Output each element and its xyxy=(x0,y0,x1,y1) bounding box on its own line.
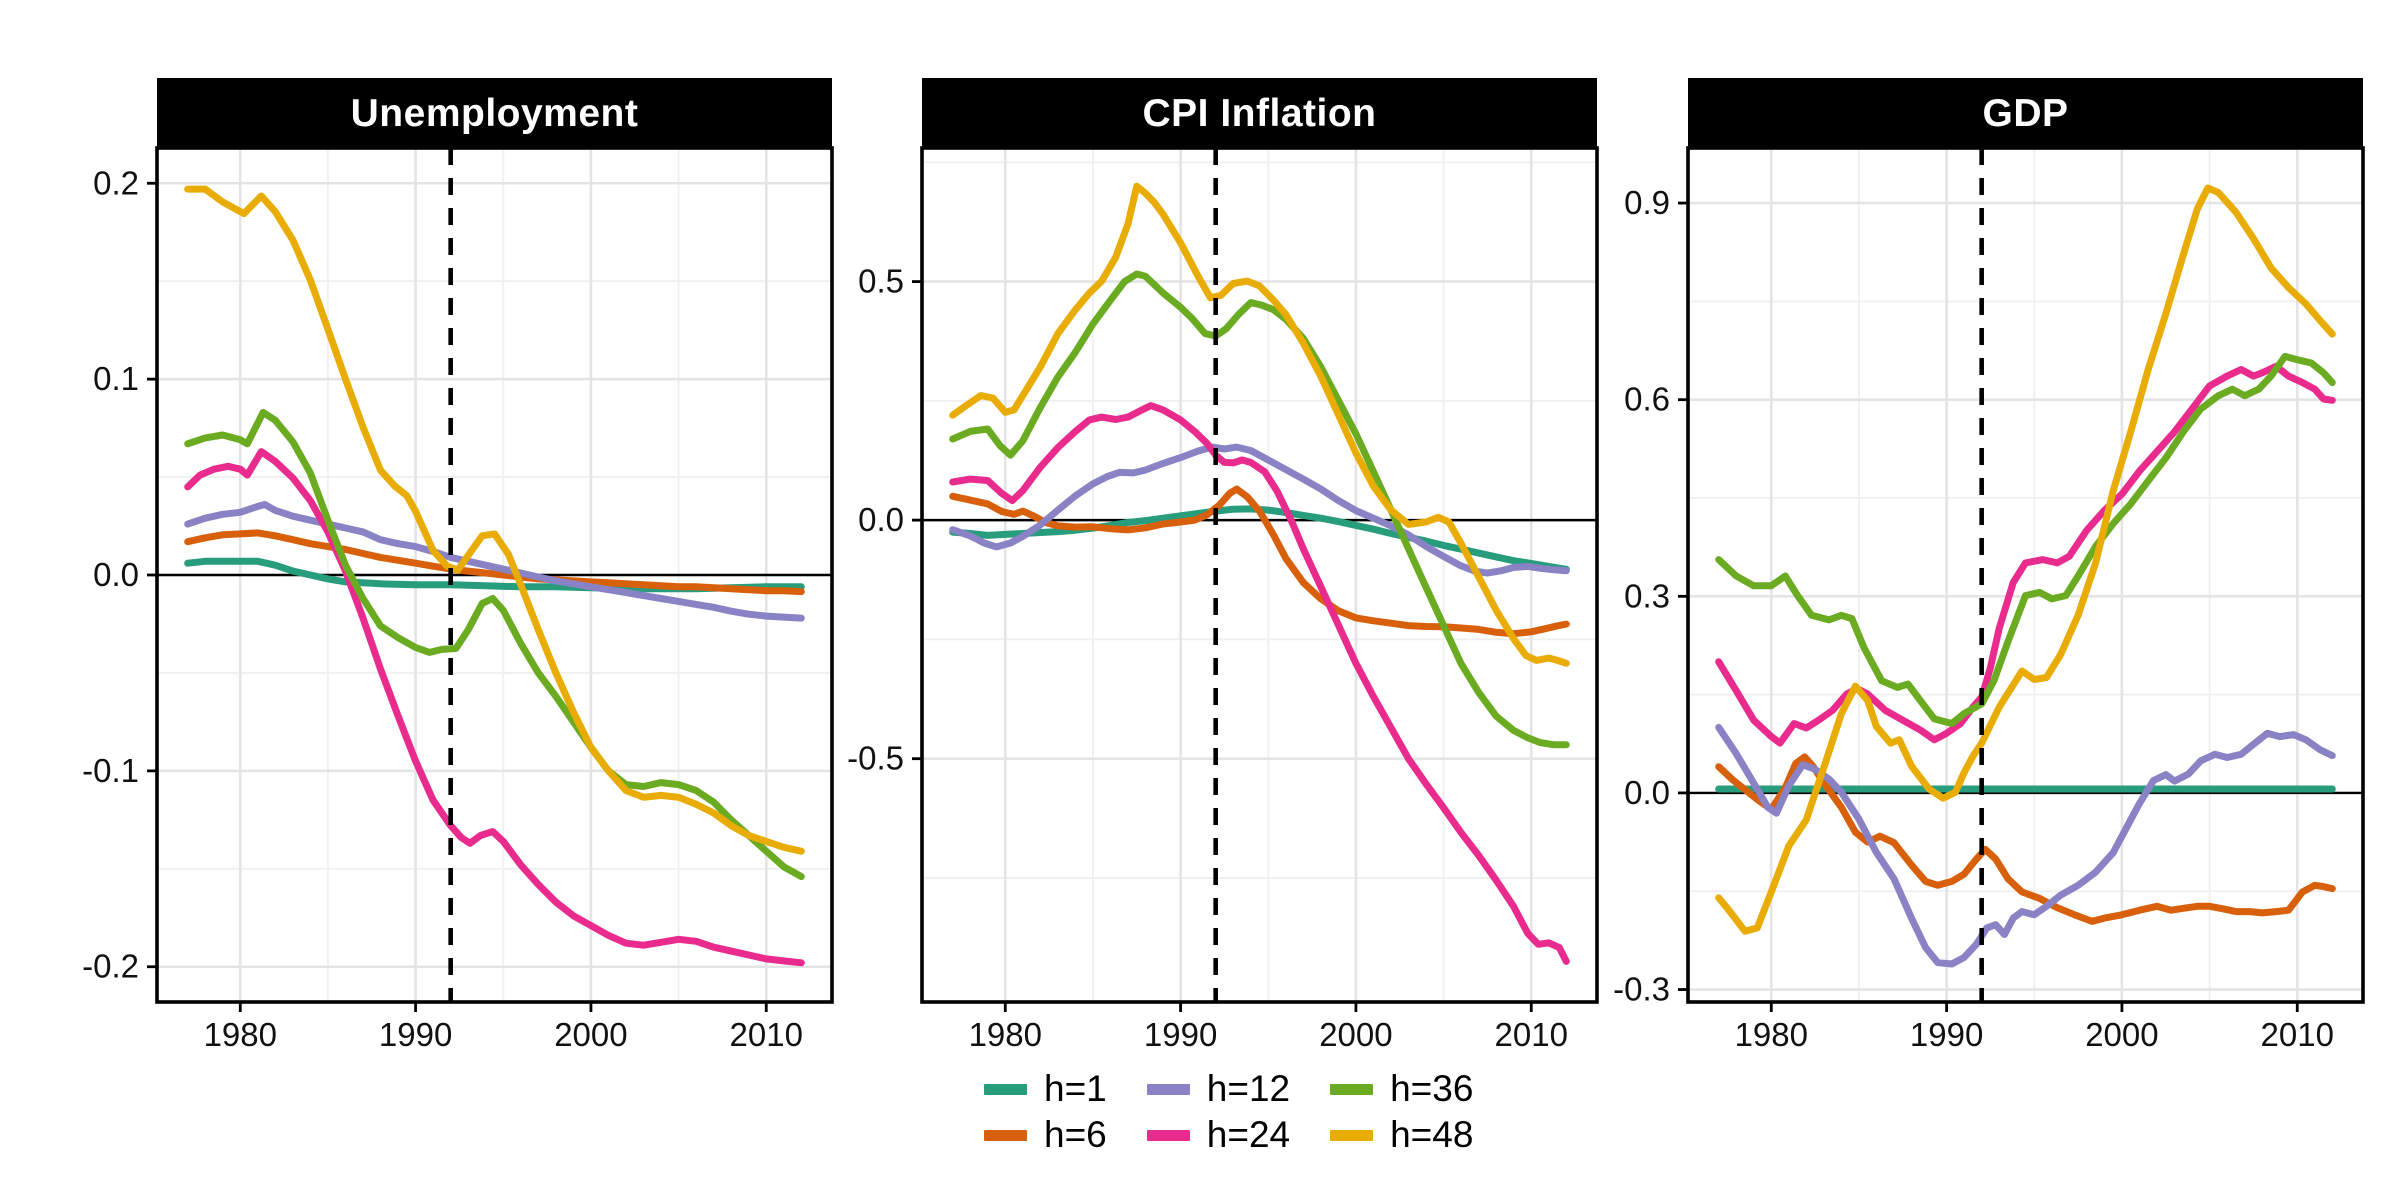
legend-item-h24: h=24 xyxy=(1146,1112,1291,1158)
x-tick-label: 1980 xyxy=(969,1016,1042,1053)
panel-title-unemployment: Unemployment xyxy=(350,91,639,135)
legend-item-h12: h=12 xyxy=(1146,1066,1291,1112)
legend-label-h36: h=36 xyxy=(1390,1068,1474,1109)
y-tick-label: 0.2 xyxy=(93,164,139,201)
panel-title-strip-unemployment: Unemployment xyxy=(157,78,832,149)
line-h-36 xyxy=(949,270,1570,749)
y-tick-label: -0.2 xyxy=(82,948,139,985)
y-tick-label: 0.1 xyxy=(93,360,139,397)
line-h-12 xyxy=(184,501,805,622)
x-tick-label: 2000 xyxy=(2085,1016,2158,1053)
panel-title-cpi-inflation: CPI Inflation xyxy=(1142,91,1377,135)
y-tick-label: 0.5 xyxy=(858,263,904,300)
x-tick-label: 1990 xyxy=(379,1016,452,1053)
y-tick-label: 0.0 xyxy=(858,501,904,538)
line-h-24 xyxy=(1715,362,2336,747)
legend-item-h1: h=1 xyxy=(984,1066,1107,1112)
x-tick-label: 1980 xyxy=(204,1016,277,1053)
plot-panel-gdp: 1980 1990 2000 2010 0.9 0.6 0.3 0.0 -0.3 xyxy=(1613,146,2365,1053)
panel-border xyxy=(920,146,1599,1004)
y-tick-label: 0.6 xyxy=(1624,381,1670,418)
line-h-48 xyxy=(184,185,805,855)
legend-swatch-h1-icon xyxy=(984,1083,1027,1095)
panel-border xyxy=(1686,146,2365,1004)
x-tick-label: 2000 xyxy=(554,1016,627,1053)
line-h-48 xyxy=(1715,184,2336,935)
line-h-24 xyxy=(184,448,805,967)
axis-labels: 1980 1990 2000 2010 0.9 0.6 0.3 0.0 -0.3 xyxy=(1613,184,2334,1053)
legend-swatch-h36-icon xyxy=(1330,1083,1374,1095)
legend-label-h24: h=24 xyxy=(1206,1114,1291,1155)
plot-panel-unemployment: 1980 1990 2000 2010 0.2 0.1 0.0 -0.1 -0.2 xyxy=(82,146,834,1053)
y-tick-label: -0.5 xyxy=(847,740,904,777)
legend-item-h6: h=6 xyxy=(984,1112,1107,1158)
legend-swatch-h12-icon xyxy=(1146,1083,1190,1095)
x-tick-label: 1980 xyxy=(1735,1016,1808,1053)
x-tick-label: 2000 xyxy=(1319,1016,1392,1053)
line-h-36 xyxy=(1715,352,2336,727)
line-h-36 xyxy=(184,408,805,881)
line-h-48 xyxy=(949,182,1570,667)
legend-label-h6: h=6 xyxy=(1044,1114,1107,1155)
y-tick-label: 0.0 xyxy=(1624,774,1670,811)
legend-label-h12: h=12 xyxy=(1206,1068,1291,1109)
legend-swatch-h24-icon xyxy=(1146,1129,1190,1141)
y-tick-label: -0.1 xyxy=(82,752,139,789)
x-tick-label: 2010 xyxy=(2261,1016,2334,1053)
panel-title-gdp: GDP xyxy=(1982,91,2069,135)
legend-item-h48: h=48 xyxy=(1330,1112,1473,1158)
legend-swatch-h48-icon xyxy=(1330,1129,1374,1141)
legend-label-h1: h=1 xyxy=(1044,1068,1107,1109)
y-tick-label: 0.9 xyxy=(1624,184,1670,221)
axis-labels: 1980 1990 2000 2010 0.5 0.0 -0.5 xyxy=(847,263,1568,1053)
x-tick-label: 2010 xyxy=(730,1016,803,1053)
legend-swatch-h6-icon xyxy=(984,1129,1027,1141)
legend-label-h48: h=48 xyxy=(1390,1114,1474,1155)
y-tick-label: -0.3 xyxy=(1613,971,1670,1008)
line-h-24 xyxy=(949,402,1570,965)
axis-labels: 1980 1990 2000 2010 0.2 0.1 0.0 -0.1 -0.2 xyxy=(82,164,803,1053)
line-h-6 xyxy=(1715,753,2336,925)
grid-minor xyxy=(1688,148,2363,1002)
x-tick-label: 1990 xyxy=(1910,1016,1983,1053)
plot-panel-cpi-inflation: 1980 1990 2000 2010 0.5 0.0 -0.5 xyxy=(847,146,1599,1053)
panel-background xyxy=(1688,148,2363,1002)
legend-item-h36: h=36 xyxy=(1330,1066,1473,1112)
panel-title-strip-gdp: GDP xyxy=(1688,78,2363,149)
x-tick-label: 2010 xyxy=(1495,1016,1568,1053)
y-tick-label: 0.3 xyxy=(1624,577,1670,614)
y-tick-label: 0.0 xyxy=(93,556,139,593)
legend: h=1 h=6 h=12 h=24 h=36 h=48 xyxy=(984,1066,1473,1158)
panel-title-strip-cpi-inflation: CPI Inflation xyxy=(922,78,1597,149)
line-h-6 xyxy=(184,529,805,596)
x-tick-label: 1990 xyxy=(1144,1016,1217,1053)
